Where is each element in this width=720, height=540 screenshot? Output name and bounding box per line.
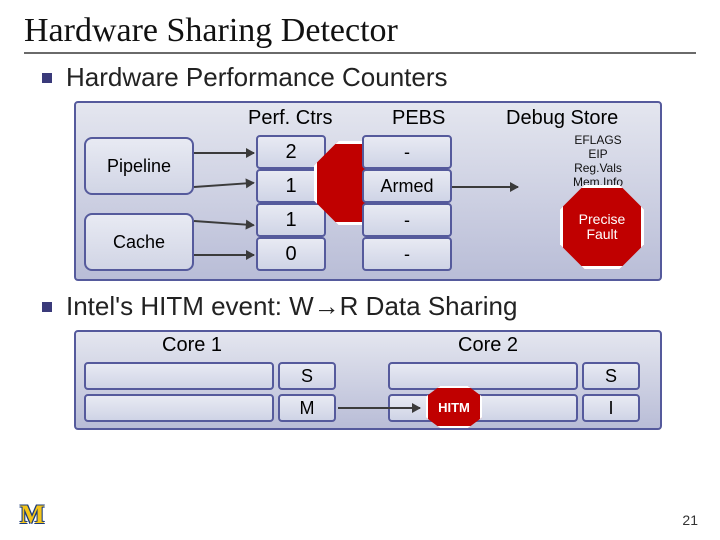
arrow-icon [194, 254, 254, 256]
arrow-icon [194, 182, 254, 188]
ctr-3: 0 [256, 237, 326, 271]
core2-label: Core 2 [458, 334, 518, 357]
c2-state-2: I [582, 394, 640, 422]
di-1: EIP [548, 147, 648, 161]
c2-state-1: S [582, 362, 640, 390]
fault-l2: Fault [586, 227, 617, 242]
c1-state-2: M [278, 394, 336, 422]
bullet-icon [42, 73, 52, 83]
c1-state-1: S [278, 362, 336, 390]
bullet-1: Hardware Performance Counters [42, 62, 696, 93]
arrow-icon [452, 186, 518, 188]
pebs-column: - Armed - - [362, 135, 452, 271]
bullet-1-text: Hardware Performance Counters [66, 62, 448, 93]
bullet-2-text: Intel's HITM event: W→R Data Sharing [66, 291, 517, 322]
arrow-icon [194, 152, 254, 154]
hitm-octagon-icon: HITM [426, 386, 482, 428]
di-0: EFLAGS [548, 133, 648, 147]
core1-label: Core 1 [162, 334, 222, 357]
perf-panel: Perf. Ctrs PEBS Debug Store Pipeline Cac… [74, 101, 662, 281]
bullet-2: Intel's HITM event: W→R Data Sharing [42, 291, 696, 322]
bullet-icon [42, 302, 52, 312]
pebs-1: Armed [362, 169, 452, 203]
cache-box: Cache [84, 213, 194, 271]
slide-title: Hardware Sharing Detector [24, 12, 696, 54]
core2-blank-1 [388, 362, 578, 390]
hdr-pebs: PEBS [392, 107, 445, 130]
pebs-3: - [362, 237, 452, 271]
fault-l1: Precise [579, 212, 626, 227]
arrow-icon [194, 220, 254, 226]
arrow-icon [338, 407, 420, 409]
pebs-2: - [362, 203, 452, 237]
page-number: 21 [682, 512, 698, 528]
pipeline-box: Pipeline [84, 137, 194, 195]
debug-info: EFLAGS EIP Reg.Vals Mem.Info [548, 133, 648, 189]
pebs-0: - [362, 135, 452, 169]
di-2: Reg.Vals [548, 161, 648, 175]
ctr-2: 1 [256, 203, 326, 237]
hdr-perf: Perf. Ctrs [248, 107, 332, 130]
core1-blank-1 [84, 362, 274, 390]
hdr-debug: Debug Store [506, 107, 618, 130]
counter-column: 2 1 1 0 [256, 135, 326, 271]
fault-octagon-icon: Precise Fault [560, 185, 644, 269]
logo-icon: M [20, 500, 42, 530]
hitm-panel: Core 1 Core 2 S M S I HITM [74, 330, 662, 430]
core1-blank-2 [84, 394, 274, 422]
